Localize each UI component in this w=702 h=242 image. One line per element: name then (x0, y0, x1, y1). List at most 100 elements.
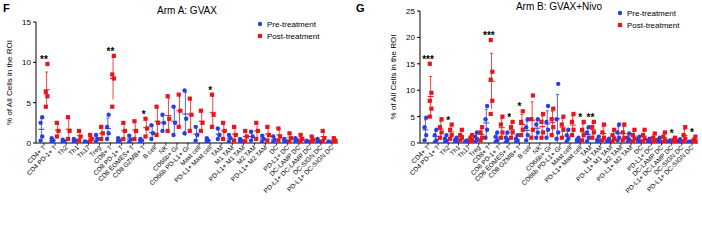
error-cap (211, 96, 214, 97)
error-cap (500, 118, 503, 119)
error-cap (652, 134, 655, 135)
point (66, 115, 70, 119)
point (321, 129, 325, 133)
error-bar (664, 133, 665, 141)
error-cap (261, 135, 264, 136)
x-tick (661, 143, 662, 146)
point (622, 136, 626, 140)
y-tick (417, 116, 420, 117)
point (289, 136, 293, 140)
error-cap (485, 109, 488, 110)
error-cap (112, 57, 115, 58)
point (612, 137, 616, 141)
point (424, 133, 428, 137)
error-bar (312, 137, 313, 143)
error-bar (481, 129, 482, 141)
point (524, 138, 528, 142)
error-cap (289, 133, 292, 134)
point (134, 129, 138, 133)
plot-area (38, 54, 337, 143)
x-tick (121, 143, 122, 146)
point (550, 117, 554, 121)
mean-line (326, 142, 332, 143)
point (438, 125, 442, 129)
y-axis (36, 22, 37, 143)
point (480, 125, 484, 129)
point (160, 113, 164, 117)
point (541, 112, 545, 116)
y-tick-label: 15 (406, 60, 415, 69)
error-bar (532, 102, 533, 139)
error-cap (250, 131, 253, 132)
x-tick (692, 143, 693, 146)
y-tick-label: 5 (27, 99, 32, 108)
point (184, 117, 188, 121)
y-tick-label: 10 (406, 86, 415, 95)
significance: ** (40, 54, 48, 65)
point (154, 133, 158, 137)
point (77, 129, 81, 133)
error-bar (274, 137, 275, 143)
x-tick (539, 143, 540, 146)
error-cap (581, 123, 584, 124)
error-cap (106, 117, 109, 118)
x-tick (620, 143, 621, 146)
error-cap (576, 138, 579, 139)
error-cap (515, 136, 518, 137)
error-bar (196, 127, 197, 142)
error-cap (480, 128, 483, 129)
point (232, 138, 236, 142)
error-bar (79, 131, 80, 141)
error-bar (689, 141, 690, 142)
point (536, 130, 540, 134)
significance: * (142, 109, 146, 120)
error-bar (461, 131, 462, 141)
error-cap (663, 133, 666, 134)
point (265, 125, 269, 129)
error-cap (490, 53, 493, 54)
point (221, 121, 225, 125)
point (592, 130, 596, 134)
error-cap (78, 130, 81, 131)
significance: *** (483, 30, 495, 41)
error-bar (223, 123, 224, 139)
error-bar (638, 137, 639, 142)
x-tick (210, 143, 211, 146)
point (193, 138, 197, 142)
y-tick-label: 20 (406, 33, 415, 42)
error-cap (228, 134, 231, 135)
error-bar (496, 133, 497, 141)
point (499, 136, 503, 140)
point (521, 128, 525, 132)
error-bar (486, 109, 487, 136)
error-cap (62, 139, 65, 140)
x-tick (287, 143, 288, 146)
point (622, 122, 626, 126)
x-tick (199, 143, 200, 146)
error-bar (577, 138, 578, 142)
error-bar (90, 135, 91, 141)
point (597, 134, 601, 138)
point (458, 133, 462, 137)
legend-marker (618, 11, 622, 15)
error-bar (674, 138, 675, 142)
x-tick (132, 143, 133, 146)
x-tick (154, 143, 155, 146)
point (182, 131, 186, 135)
error-bar (251, 132, 252, 142)
y-tick (33, 143, 36, 144)
error-cap (505, 134, 508, 135)
y-tick-label: 10 (22, 58, 31, 67)
significance: * (690, 127, 694, 138)
figure: FArm A: GVAX% of All Cells in the ROI051… (0, 0, 702, 242)
point (500, 115, 504, 119)
point (40, 115, 44, 119)
point (267, 133, 271, 137)
error-bar (52, 138, 53, 143)
point (632, 137, 636, 141)
point (560, 136, 564, 140)
error-bar (526, 121, 527, 140)
error-bar (296, 138, 297, 143)
error-cap (311, 136, 314, 137)
point (580, 138, 584, 142)
